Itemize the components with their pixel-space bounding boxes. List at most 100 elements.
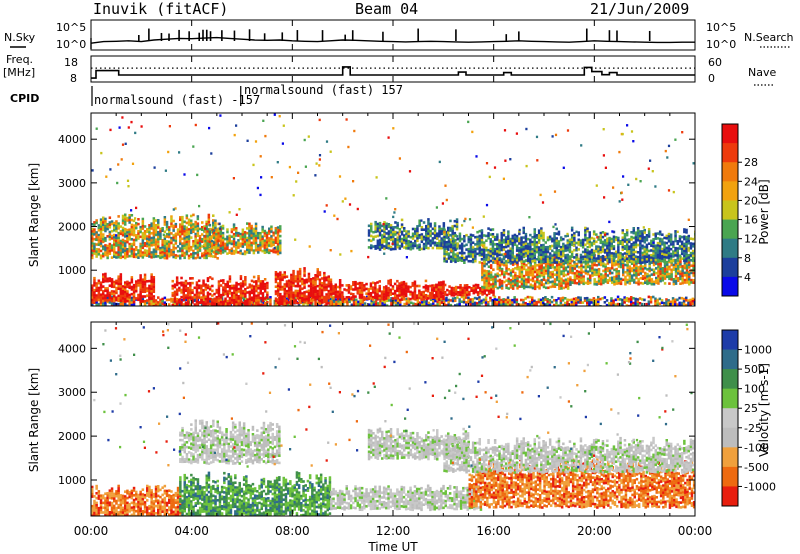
heatmap-cell [511,270,515,274]
heatmap-cell [463,251,466,255]
heatmap-cell [646,268,649,271]
heatmap-cell [294,301,297,305]
heatmap-cell [429,291,432,295]
heatmap-cell [239,237,242,241]
heatmap-cell [496,265,499,268]
heatmap-cell [526,245,530,248]
heatmap-cell [465,233,468,237]
heatmap-cell [152,278,156,281]
heatmap-cell [461,291,464,295]
heatmap-cell [507,237,510,241]
heatmap-cell [265,238,269,242]
heatmap-cell [152,231,156,235]
heatmap-cell [235,281,238,285]
heatmap-cell [454,288,458,291]
heatmap-cell [560,272,563,276]
heatmap-cell [458,251,462,255]
heatmap-cell [202,293,205,297]
heatmap-cell [206,230,209,233]
heatmap-cell [168,226,171,229]
freq-left-tick-bottom: 8 [70,72,77,85]
heatmap-cell [398,244,402,248]
heatmap-cell [553,285,557,288]
heatmap-cell [426,287,430,291]
heatmap-cell [390,304,393,306]
heatmap-cell [121,219,125,223]
heatmap-cell [154,304,158,306]
heatmap-cell [106,223,109,226]
heatmap-cell [161,239,164,242]
heatmap-cell [261,296,265,300]
heatmap-cell [544,260,547,263]
heatmap-cell [674,263,678,266]
heatmap-cell [314,300,317,303]
heatmap-cell [248,295,251,298]
heatmap-cell [494,275,497,279]
heatmap-cell [489,273,493,277]
heatmap-cell [381,243,384,247]
heatmap-cell [121,221,125,225]
heatmap-cell [507,287,510,290]
heatmap-cell [580,266,583,270]
heatmap-cell [474,247,477,251]
heatmap-cell [190,219,193,223]
heatmap-cell [320,296,324,299]
heatmap-cell [597,275,601,278]
heatmap-cell [504,255,508,258]
heatmap-cell [292,269,295,273]
heatmap-cell [400,225,404,229]
heatmap-cell [259,289,262,293]
heatmap-cell [569,261,572,265]
heatmap-cell [194,232,197,236]
heatmap-cell [460,257,464,260]
heatmap-cell [658,297,662,301]
heatmap-cell [143,288,147,291]
heatmap-cell [228,237,231,240]
heatmap-cell [506,301,510,304]
heatmap-cell [456,296,459,299]
heatmap-cell [292,274,295,278]
heatmap-cell [661,279,665,282]
heatmap-cell [185,298,189,301]
heatmap-cell [259,296,262,300]
heatmap-cell [93,276,96,280]
heatmap-cell [562,267,565,270]
heatmap-cell [659,272,662,276]
heatmap-cell [358,289,362,292]
heatmap-cell [641,267,645,271]
heatmap-cell [496,260,499,263]
heatmap-cell [163,247,167,250]
heatmap-cell [184,303,188,306]
heatmap-cell [394,226,397,229]
heatmap-cell [472,289,475,292]
heatmap-cell [139,291,142,294]
heatmap-cell [520,298,523,302]
heatmap-cell [420,293,423,297]
heatmap-cell [655,281,658,285]
heatmap-cell [135,255,138,259]
heatmap-cell [553,251,556,254]
heatmap-cell [91,298,94,302]
heatmap-cell [500,236,503,240]
heatmap-cell [93,228,96,231]
heatmap-cell [436,300,439,304]
heatmap-cell [496,243,499,246]
heatmap-cell [152,217,156,220]
heatmap-cell [115,253,118,257]
heatmap-cell [106,291,109,295]
heatmap-cell [474,250,477,253]
heatmap-cell [536,271,539,274]
heatmap-cell [117,246,120,249]
heatmap-cell [128,235,131,239]
heatmap-cell [354,285,357,289]
heatmap-cell [502,302,505,306]
heatmap-cell [376,234,380,238]
heatmap-cell [509,271,513,275]
heatmap-cell [387,232,391,236]
heatmap-cell [652,295,655,299]
heatmap-cell [405,302,409,305]
heatmap-cell [239,252,242,255]
heatmap-cell [261,242,264,246]
heatmap-cell [546,248,550,251]
heatmap-cell [181,242,184,245]
